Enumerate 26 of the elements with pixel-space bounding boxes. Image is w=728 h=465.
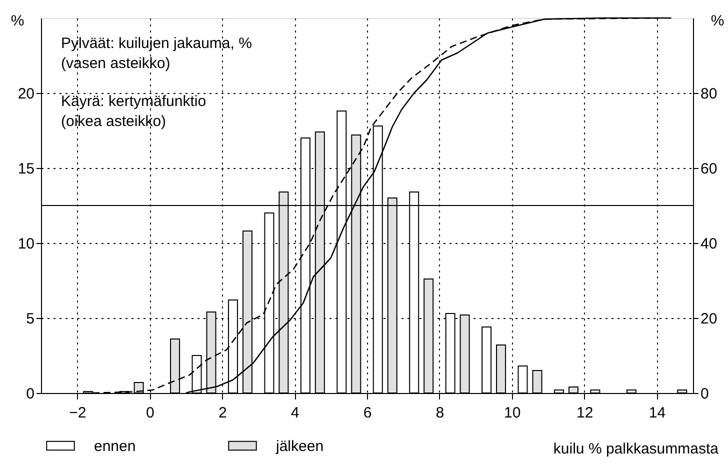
y2-tick-label: 20 [700,310,718,328]
x-tick-label: 6 [363,404,372,422]
y-axis-title: % [10,12,24,30]
y-tick-label: 0 [26,386,34,402]
x-tick-label: 10 [504,404,521,422]
y2-tick-label: 0 [700,386,709,402]
legend-label: ennen [94,438,136,455]
annotation: Pylväät: kuilujen jakauma, % (vasen asteikko) [61,35,252,72]
annotation: Käyrä: kertymäfunktio (oikea asteikko) [61,93,206,130]
y2-axis-title: % [710,12,724,30]
y2-tick-label: 40 [700,236,718,252]
x-tick-label: 4 [290,404,300,422]
x-tick-label: 2 [218,404,227,422]
y-tick-label: 15 [18,160,34,178]
y-tick-label: 5 [26,310,34,328]
y2-tick-label: 80 [700,86,718,102]
x-tick-label: 8 [436,404,444,422]
x-axis-title: kuilu % palkkasummasta [553,440,720,458]
legend-label: jälkeen [275,438,324,455]
y-tick-label: 20 [18,86,34,102]
y2-tick-label: 60 [700,160,718,178]
x-tick-label: 0 [146,404,154,422]
y-tick-label: 10 [18,236,34,252]
x-tick-label: 14 [648,404,666,422]
x-tick-label: 12 [576,404,594,422]
x-tick-label: −2 [69,404,86,422]
